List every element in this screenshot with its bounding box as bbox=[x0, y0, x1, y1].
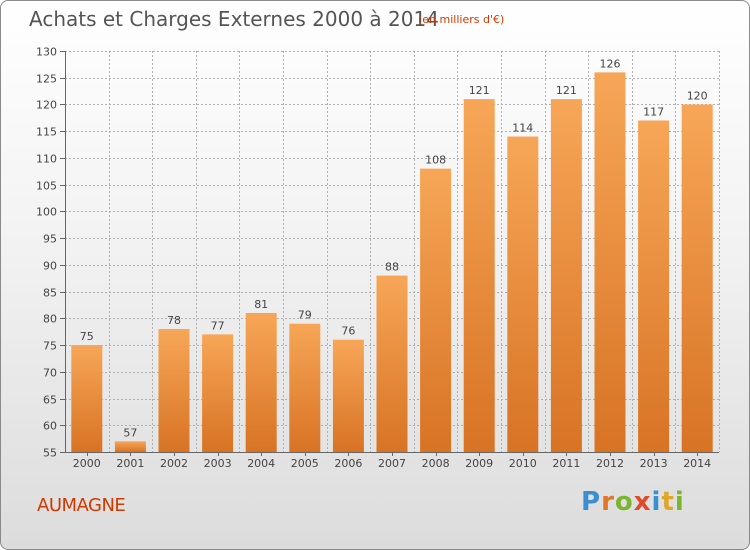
data-label: 108 bbox=[425, 154, 446, 167]
data-label: 121 bbox=[469, 84, 490, 97]
bar-layer bbox=[71, 72, 713, 453]
logo-letter: t bbox=[661, 487, 675, 517]
bar bbox=[245, 312, 277, 452]
bar bbox=[376, 275, 408, 452]
data-label: 114 bbox=[512, 122, 533, 135]
x-tick-label: 2007 bbox=[378, 457, 406, 470]
bar bbox=[507, 136, 539, 452]
bar bbox=[71, 345, 103, 452]
x-tick-label: 2010 bbox=[509, 457, 537, 470]
commune-name: AUMAGNE bbox=[37, 495, 126, 516]
data-label: 126 bbox=[600, 57, 621, 70]
data-label: 120 bbox=[687, 89, 708, 102]
data-label: 76 bbox=[341, 325, 355, 338]
logo-letter: r bbox=[601, 487, 615, 517]
x-tick-label: 2002 bbox=[160, 457, 188, 470]
bar bbox=[332, 339, 364, 452]
data-label: 57 bbox=[123, 426, 137, 439]
y-tick-label: 120 bbox=[36, 99, 57, 112]
data-label: 78 bbox=[167, 314, 181, 327]
y-tick-label: 90 bbox=[43, 260, 57, 273]
data-label: 121 bbox=[556, 84, 577, 97]
x-tick-label: 2006 bbox=[334, 457, 362, 470]
x-tick-label: 2005 bbox=[291, 457, 319, 470]
y-tick-label: 75 bbox=[43, 340, 57, 353]
y-tick-label: 115 bbox=[36, 126, 57, 139]
chart-title: Achats et Charges Externes 2000 à 2014 bbox=[29, 7, 439, 31]
proxiti-logo[interactable]: Proxiti bbox=[581, 487, 685, 517]
x-tick-label: 2009 bbox=[465, 457, 493, 470]
bar bbox=[202, 334, 234, 452]
logo-letter: o bbox=[614, 487, 634, 517]
y-tick-label: 60 bbox=[43, 420, 57, 433]
x-tick-label: 2008 bbox=[422, 457, 450, 470]
y-tick-label: 125 bbox=[36, 73, 57, 86]
bar bbox=[681, 104, 713, 452]
logo-letter: i bbox=[674, 487, 685, 517]
label-layer: 75 57 78 77 81 79 76 88 108 121 114 121 126 117 120 bbox=[80, 57, 708, 439]
x-tick-label: 2012 bbox=[596, 457, 624, 470]
x-tick-label: 2004 bbox=[247, 457, 275, 470]
bar bbox=[289, 323, 321, 452]
y-tick-label: 70 bbox=[43, 367, 57, 380]
data-label: 117 bbox=[643, 106, 664, 119]
bar bbox=[420, 168, 452, 453]
y-tick-label: 105 bbox=[36, 180, 57, 193]
y-tick-label: 85 bbox=[43, 287, 57, 300]
y-tick-label: 80 bbox=[43, 313, 57, 326]
x-tick-label: 2000 bbox=[73, 457, 101, 470]
bar bbox=[158, 329, 190, 452]
axis-layer: 55 60 65 70 75 80 85 90 95 100 105 110 115 120 125 130 2… bbox=[36, 46, 719, 470]
y-tick-label: 55 bbox=[43, 447, 57, 460]
y-tick-label: 65 bbox=[43, 394, 57, 407]
data-label: 79 bbox=[298, 309, 312, 322]
x-tick-label: 2014 bbox=[683, 457, 711, 470]
data-label: 75 bbox=[80, 330, 94, 343]
logo-letter: P bbox=[581, 487, 602, 517]
chart-subtitle: (en milliers d'€) bbox=[418, 13, 505, 26]
y-tick-label: 130 bbox=[36, 46, 57, 59]
logo-letter: i bbox=[651, 487, 662, 517]
data-label: 88 bbox=[385, 261, 399, 274]
y-tick-label: 110 bbox=[36, 153, 57, 166]
bar bbox=[463, 99, 495, 453]
bar bbox=[594, 72, 626, 453]
x-tick-label: 2003 bbox=[204, 457, 232, 470]
logo-letter: x bbox=[633, 487, 652, 517]
bar bbox=[638, 120, 670, 453]
bar bbox=[114, 441, 146, 452]
data-label: 77 bbox=[211, 319, 225, 332]
y-tick-label: 100 bbox=[36, 206, 57, 219]
data-label: 81 bbox=[254, 298, 268, 311]
x-tick-label: 2011 bbox=[552, 457, 580, 470]
y-tick-label: 95 bbox=[43, 233, 57, 246]
x-tick-label: 2013 bbox=[640, 457, 668, 470]
x-tick-label: 2001 bbox=[116, 457, 144, 470]
bar bbox=[550, 99, 582, 453]
